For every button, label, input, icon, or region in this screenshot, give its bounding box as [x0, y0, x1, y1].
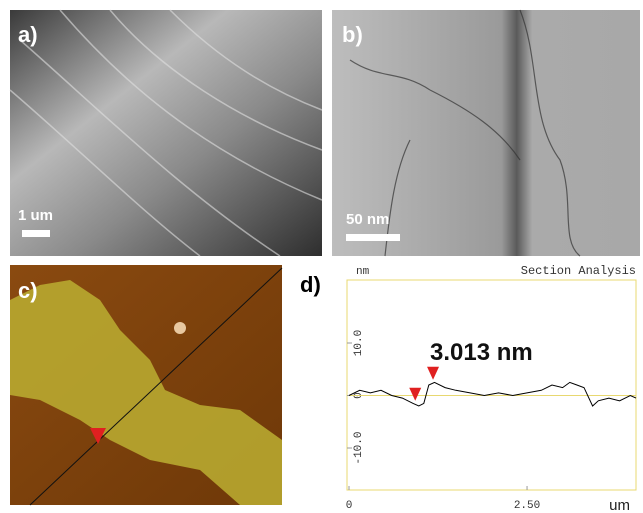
x-unit: um	[609, 497, 630, 513]
profile-line	[349, 382, 636, 406]
figure: a) 1 um b) 50 nm c) d) nm Section Analys…	[0, 0, 643, 513]
x-tick-label: 2.50	[514, 500, 540, 512]
panel-label: c)	[18, 278, 38, 303]
sem-image	[10, 10, 322, 256]
plot-frame	[347, 280, 636, 490]
panel-label: a)	[18, 22, 38, 47]
scale-label: 1 um	[18, 207, 53, 224]
cursor-marker	[427, 367, 439, 380]
cursor-marker	[409, 388, 421, 401]
annotation: 3.013 nm	[430, 339, 533, 366]
chart-title: Section Analysis	[521, 264, 636, 278]
y-tick-label: -10.0	[353, 431, 365, 464]
panel-c: c)	[10, 265, 282, 505]
panel-label: b)	[342, 22, 363, 47]
scale-bar	[22, 230, 50, 237]
panel-label: d)	[300, 272, 321, 297]
y-unit: nm	[356, 266, 370, 278]
scale-label: 50 nm	[346, 211, 389, 228]
particle	[174, 322, 186, 334]
y-tick-label: 10.0	[353, 330, 365, 356]
panel-a: a) 1 um	[10, 10, 322, 256]
panel-d: d) nm Section Analysis um 3.013 nm 10.0 0…	[300, 264, 636, 513]
scale-bar	[346, 234, 400, 241]
x-tick-label: 0	[346, 500, 353, 512]
panel-b: b) 50 nm	[332, 10, 640, 256]
